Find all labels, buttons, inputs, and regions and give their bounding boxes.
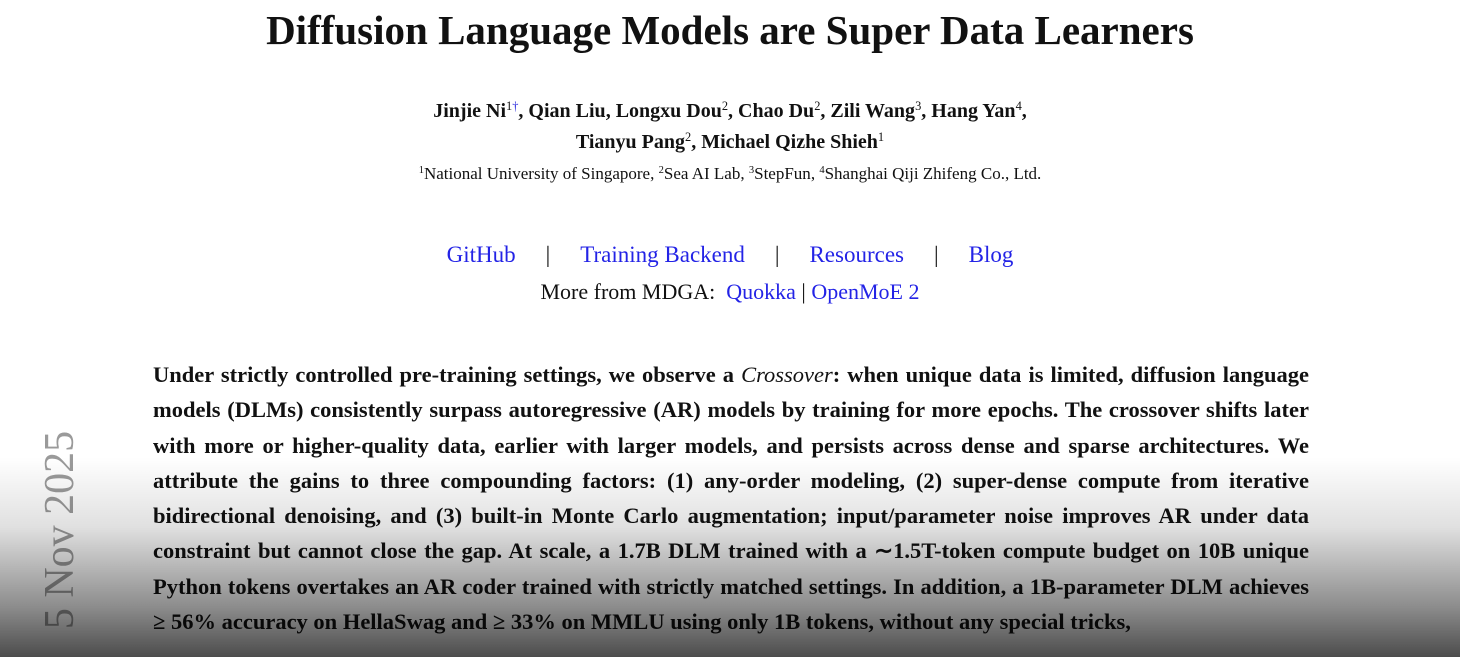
author-affiliation-mark: 2	[814, 99, 821, 114]
author-name: Tianyu Pang	[575, 131, 686, 153]
affiliations: 1National University of Singapore, 2Sea …	[0, 164, 1460, 184]
affiliation-number: 4	[819, 165, 825, 177]
separator: ,	[691, 131, 697, 153]
author-affiliation-mark: 1	[877, 130, 885, 145]
separator: ,	[810, 164, 816, 183]
author-affiliation-mark: 1†	[506, 99, 519, 114]
related-link[interactable]: Quokka	[726, 279, 796, 304]
nav-link[interactable]: Resources	[809, 242, 904, 267]
link-separator: |	[934, 242, 939, 267]
author-line: Jinjie Ni1†, Qian Liu, Longxu Dou2, Chao…	[0, 100, 1460, 123]
nav-link[interactable]: GitHub	[446, 242, 516, 267]
link-separator: |	[545, 242, 551, 267]
author-name: Chao Du	[738, 100, 815, 122]
author-affiliation-mark: 4	[1015, 99, 1022, 114]
author-affiliation-mark: 2	[685, 130, 692, 145]
author-name: Hang Yan	[931, 100, 1016, 122]
more-label: More from MDGA:	[540, 279, 716, 304]
author-line: Tianyu Pang2, Michael Qizhe Shieh1	[0, 131, 1460, 154]
separator: ,	[820, 100, 826, 122]
date-stamp: 5 Nov 2025	[37, 430, 83, 630]
affiliation-name: Shanghai Qiji Zhifeng Co., Ltd.	[824, 164, 1042, 183]
author-name: Zili Wang	[830, 100, 916, 122]
author-name: Michael Qizhe Shieh	[701, 131, 878, 153]
nav-link[interactable]: Blog	[968, 242, 1014, 267]
separator: ,	[605, 100, 611, 122]
affiliation-number: 3	[748, 165, 755, 177]
separator: ,	[728, 100, 734, 122]
abstract: Under strictly controlled pre-training s…	[153, 357, 1309, 639]
separator: ,	[650, 164, 655, 183]
paper-title: Diffusion Language Models are Super Data…	[266, 7, 1194, 53]
affiliation-number: 2	[658, 165, 664, 177]
author-affiliation-mark: 3	[915, 99, 922, 114]
affiliation-name: Sea AI Lab	[663, 164, 741, 183]
author-name: Qian Liu	[528, 100, 606, 122]
separator: ,	[921, 100, 927, 122]
separator: ,	[518, 100, 524, 122]
author-name: Jinjie Ni	[433, 100, 507, 122]
more-links: More from MDGA: Quokka | OpenMoE 2	[0, 279, 1460, 305]
affiliation-number: 1	[418, 165, 424, 177]
link-bar: GitHub | Training Backend | Resources | Blog	[0, 242, 1460, 268]
abstract-text: Under strictly controlled pre-training s…	[153, 362, 742, 387]
nav-link[interactable]: Training Backend	[580, 242, 745, 267]
separator: ,	[740, 164, 745, 183]
affiliation-name: National University of Singapore	[423, 164, 651, 183]
abstract-text: : when unique data is limited, diffusion…	[153, 362, 1309, 635]
abstract-emphasis: Crossover	[741, 362, 833, 387]
link-separator: |	[774, 242, 780, 267]
related-link[interactable]: OpenMoE 2	[811, 279, 920, 304]
author-affiliation-mark: 2	[721, 99, 729, 114]
affiliation-name: StepFun	[754, 164, 811, 183]
link-separator: |	[801, 279, 806, 304]
separator: ,	[1021, 100, 1027, 122]
author-name: Longxu Dou	[615, 100, 722, 122]
